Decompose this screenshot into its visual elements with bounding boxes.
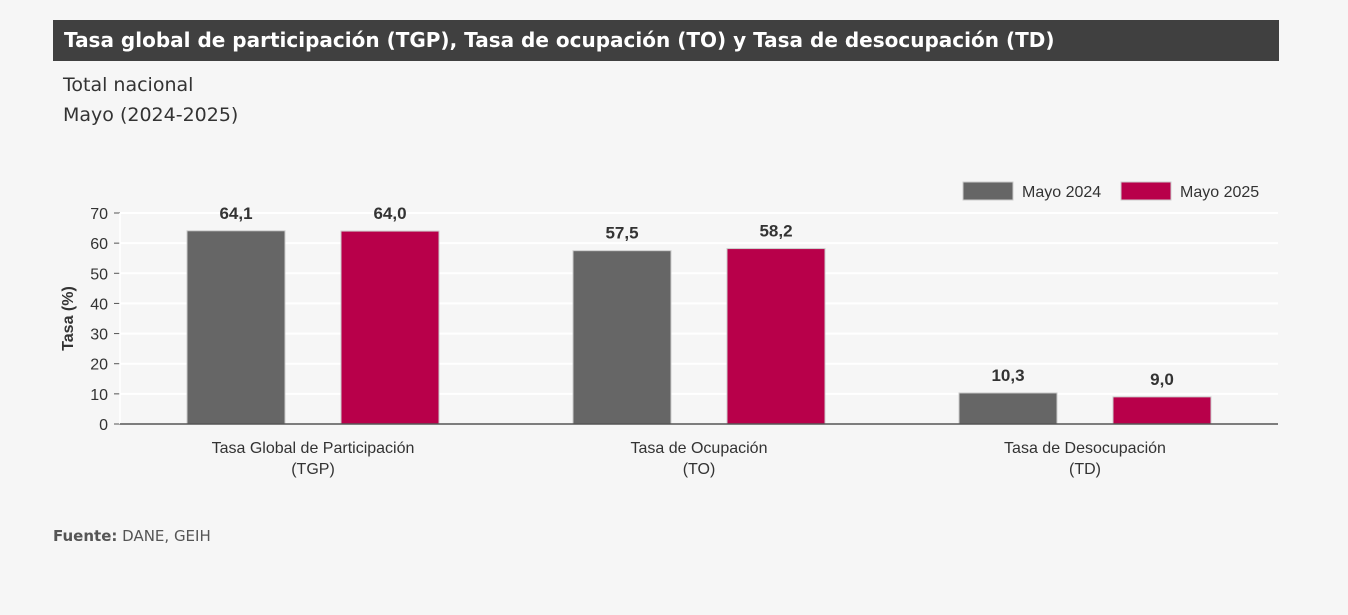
y-tick-label: 40 <box>90 296 108 313</box>
subtitle-period: Mayo (2024-2025) <box>63 104 239 126</box>
bar-mayo-2024 <box>572 250 672 425</box>
bar-mayo-2025 <box>340 230 440 425</box>
x-tick-label: Tasa de Desocupación <box>1004 440 1166 457</box>
data-label: 10,3 <box>991 366 1024 385</box>
chart-title: Tasa global de participación (TGP), Tasa… <box>53 20 1279 61</box>
source-value: DANE, GEIH <box>122 527 211 545</box>
bar-mayo-2025 <box>1112 396 1212 425</box>
bar-mayo-2025 <box>726 248 826 425</box>
x-tick-label: (TO) <box>683 461 716 478</box>
bar-mayo-2024 <box>958 392 1058 425</box>
data-label: 64,1 <box>219 204 252 223</box>
subtitle-scope: Total nacional <box>63 74 194 96</box>
data-label: 9,0 <box>1150 370 1174 389</box>
y-tick-label: 10 <box>90 387 108 404</box>
source-label: Fuente: <box>53 527 118 545</box>
x-tick-label: (TGP) <box>291 461 335 478</box>
legend-label: Mayo 2024 <box>1022 184 1101 201</box>
data-label: 58,2 <box>759 222 792 241</box>
source-note: Fuente: DANE, GEIH <box>53 527 211 545</box>
legend-swatch <box>962 181 1014 201</box>
y-tick-label: 20 <box>90 357 108 374</box>
y-tick-label: 30 <box>90 327 108 344</box>
y-tick-label: 0 <box>99 417 108 434</box>
data-label: 57,5 <box>605 224 638 243</box>
data-label: 64,0 <box>373 204 406 223</box>
bar-mayo-2024 <box>186 230 286 425</box>
y-tick-label: 70 <box>90 206 108 223</box>
y-tick-label: 50 <box>90 266 108 283</box>
legend-swatch <box>1120 181 1172 201</box>
legend-label: Mayo 2025 <box>1180 184 1259 201</box>
y-tick-label: 60 <box>90 236 108 253</box>
y-axis-label: Tasa (%) <box>60 286 77 351</box>
x-tick-label: (TD) <box>1069 461 1101 478</box>
x-tick-label: Tasa de Ocupación <box>631 440 768 457</box>
x-tick-label: Tasa Global de Participación <box>212 440 415 457</box>
